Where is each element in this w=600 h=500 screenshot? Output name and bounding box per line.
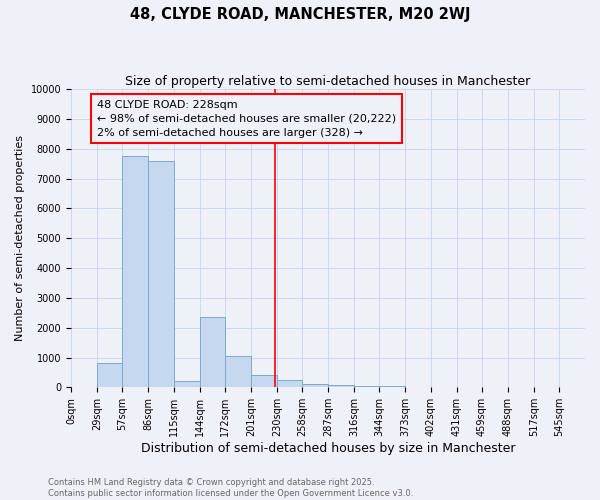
Bar [379, 386, 405, 388]
Title: Size of property relative to semi-detached houses in Manchester: Size of property relative to semi-detach… [125, 75, 530, 88]
X-axis label: Distribution of semi-detached houses by size in Manchester: Distribution of semi-detached houses by … [141, 442, 515, 455]
Text: Contains HM Land Registry data © Crown copyright and database right 2025.
Contai: Contains HM Land Registry data © Crown c… [48, 478, 413, 498]
Bar [200, 318, 225, 388]
Bar [328, 385, 354, 388]
Text: 48 CLYDE ROAD: 228sqm
← 98% of semi-detached houses are smaller (20,222)
2% of s: 48 CLYDE ROAD: 228sqm ← 98% of semi-deta… [97, 100, 396, 138]
Y-axis label: Number of semi-detached properties: Number of semi-detached properties [15, 136, 25, 342]
Bar [122, 156, 148, 388]
Bar [97, 364, 122, 388]
Bar [251, 374, 277, 388]
Bar [277, 380, 302, 388]
Bar [354, 386, 379, 388]
Bar [148, 160, 174, 388]
Bar [302, 384, 328, 388]
Bar [225, 356, 251, 388]
Bar [174, 382, 200, 388]
Text: 48, CLYDE ROAD, MANCHESTER, M20 2WJ: 48, CLYDE ROAD, MANCHESTER, M20 2WJ [130, 8, 470, 22]
